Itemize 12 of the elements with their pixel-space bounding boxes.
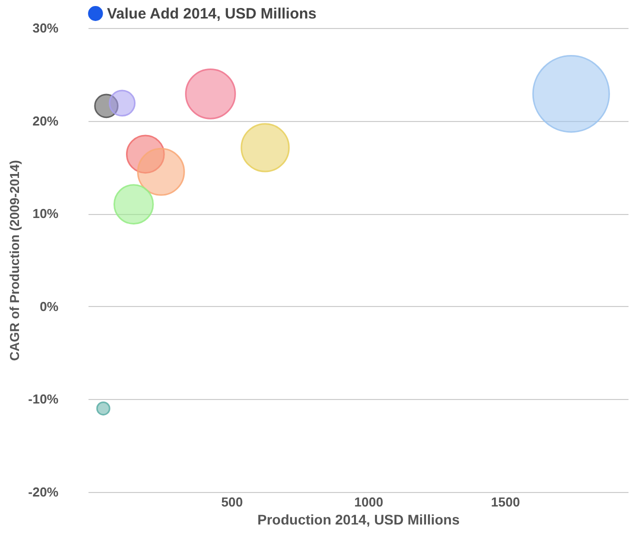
y-tick-label: 20%: [32, 113, 59, 128]
y-tick-label: 0%: [40, 298, 59, 314]
text: Value Add 2014, USD Millions: [107, 6, 317, 22]
y-tick-label: -20%: [28, 484, 59, 500]
y-tick-label: 10%: [32, 206, 59, 222]
x-tick-label: 1500: [491, 494, 520, 510]
y-tick-label: 30%: [32, 20, 59, 36]
y-tick-label: -10%: [28, 392, 59, 407]
x-tick-label: 500: [221, 494, 243, 510]
x-axis-title: Production 2014, USD Millions: [257, 512, 460, 528]
x-tick-label: 1000: [354, 494, 384, 510]
y-axis-title: CAGR of Production (2009-2014): [7, 160, 22, 361]
